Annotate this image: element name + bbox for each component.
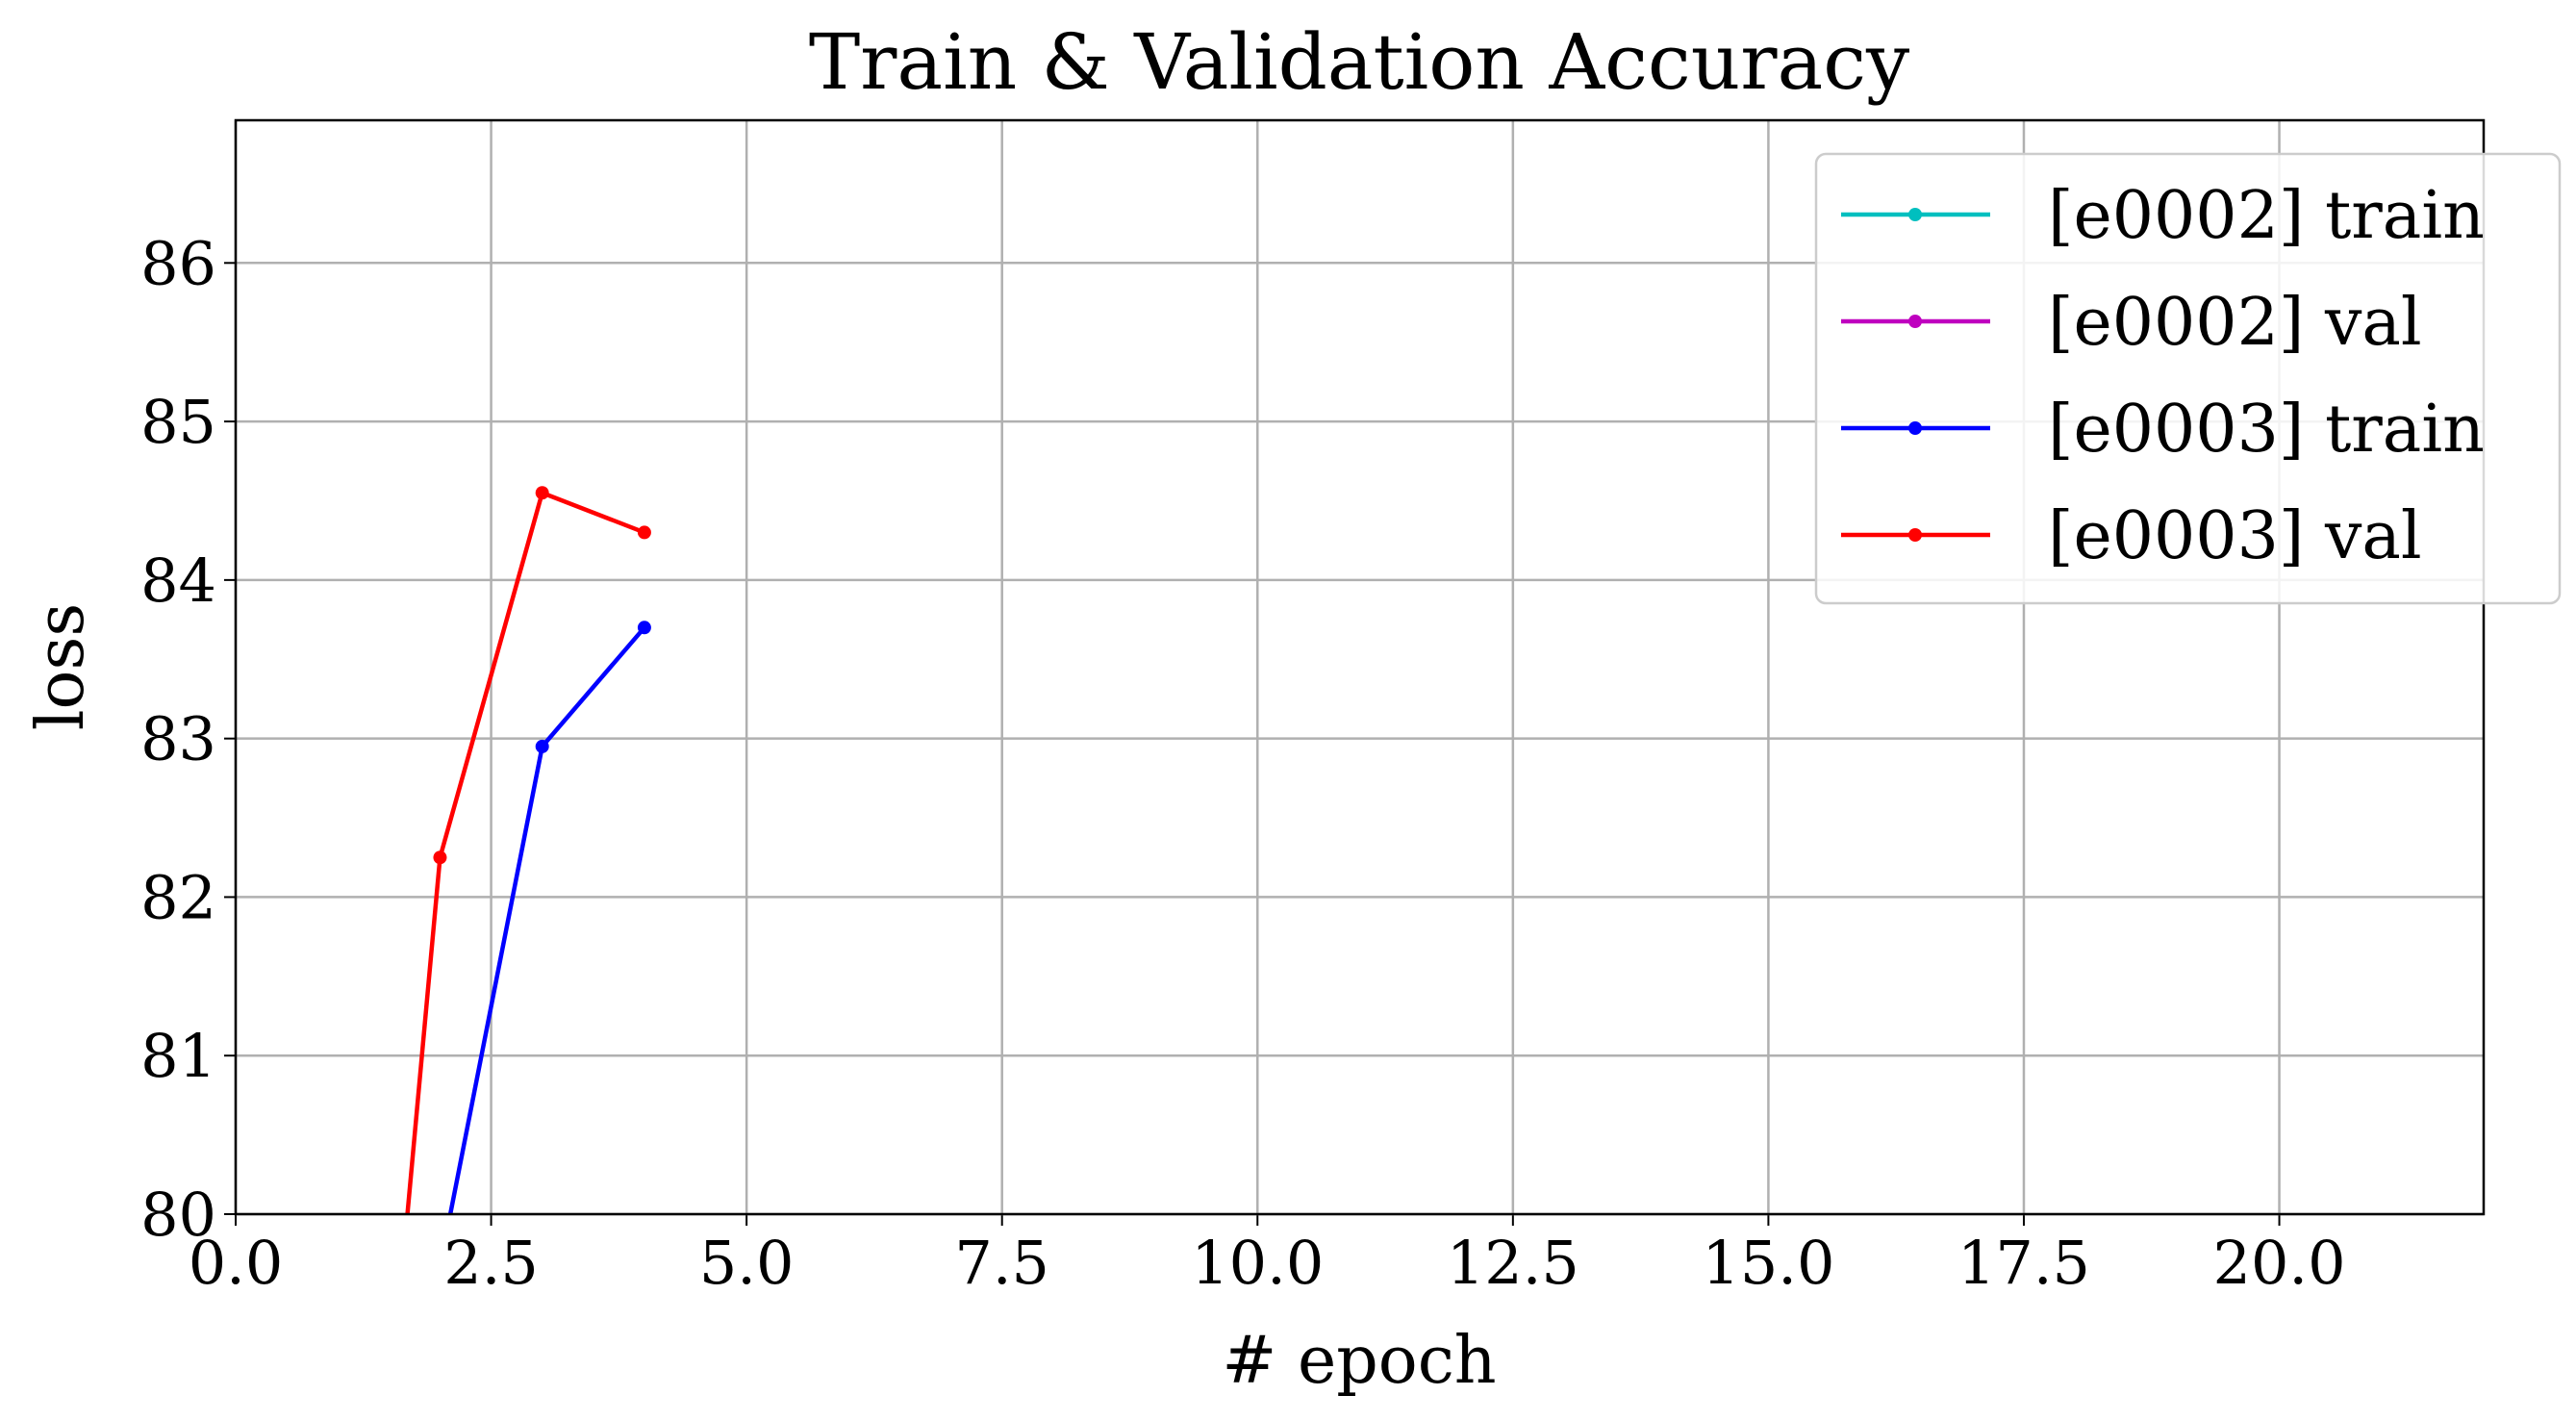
legend-label: [e0002] val bbox=[2048, 285, 2422, 361]
y-tick-label: 84 bbox=[140, 546, 216, 616]
x-tick-label: 12.5 bbox=[1447, 1228, 1579, 1298]
x-tick-label: 7.5 bbox=[954, 1228, 1049, 1298]
chart-title: Train & Validation Accuracy bbox=[809, 17, 1909, 107]
y-tick-label: 86 bbox=[140, 228, 216, 298]
x-tick-label: 2.5 bbox=[443, 1228, 539, 1298]
legend-label: [e0003] train bbox=[2048, 392, 2485, 468]
x-tick-label: 10.0 bbox=[1191, 1228, 1324, 1298]
legend-label: [e0003] val bbox=[2048, 498, 2422, 574]
y-tick-label: 82 bbox=[140, 862, 216, 932]
series-line bbox=[447, 625, 646, 1214]
legend-box bbox=[1814, 152, 2562, 605]
x-tick-label: 0.0 bbox=[189, 1228, 284, 1298]
series-line bbox=[405, 490, 645, 1214]
x-axis-label: # epoch bbox=[1222, 1323, 1496, 1399]
x-tick-label: 20.0 bbox=[2213, 1228, 2346, 1298]
legend-marker bbox=[1908, 421, 1922, 435]
y-tick-label: 80 bbox=[140, 1180, 216, 1250]
y-axis-label: loss bbox=[23, 603, 99, 730]
y-tick-label: 83 bbox=[140, 704, 216, 774]
x-tick-label: 5.0 bbox=[699, 1228, 795, 1298]
y-tick-label: 85 bbox=[140, 387, 216, 457]
legend-label: [e0002] train bbox=[2048, 178, 2485, 254]
x-tick-label: 17.5 bbox=[1957, 1228, 2090, 1298]
data-point bbox=[637, 621, 651, 635]
legend-marker bbox=[1908, 208, 1922, 221]
legend-marker bbox=[1908, 528, 1922, 542]
data-point bbox=[637, 525, 651, 540]
data-point bbox=[535, 486, 549, 500]
y-tick-label: 81 bbox=[140, 1021, 216, 1091]
legend-marker bbox=[1908, 315, 1922, 328]
plot-area bbox=[405, 486, 651, 1214]
data-point bbox=[433, 850, 447, 865]
x-tick-label: 15.0 bbox=[1702, 1228, 1834, 1298]
plot-frame bbox=[234, 118, 2486, 1216]
data-point bbox=[535, 739, 549, 753]
